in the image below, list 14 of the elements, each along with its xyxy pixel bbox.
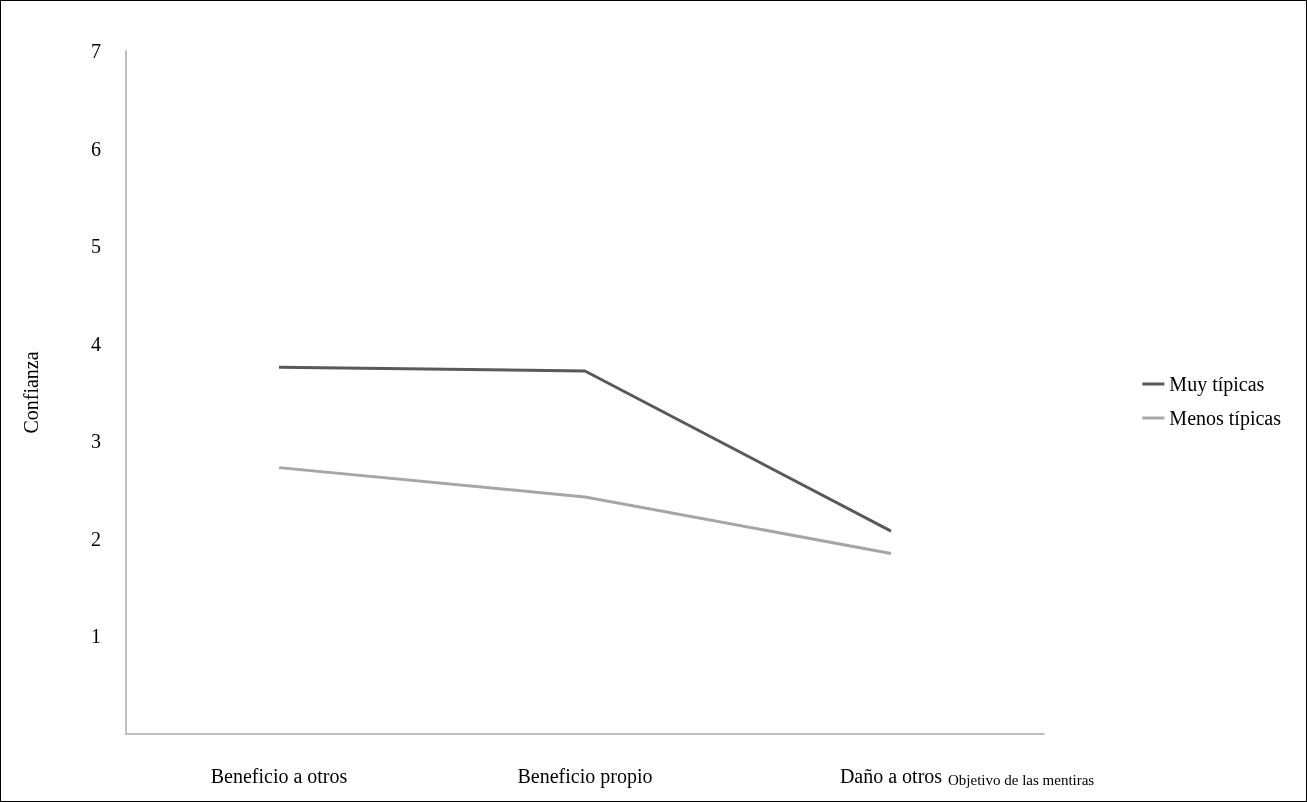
- legend-label: Muy típicas: [1169, 373, 1265, 396]
- x-tick-label: Beneficio propio: [517, 765, 653, 788]
- y-axis-title: Confianza: [20, 351, 42, 434]
- y-tick-label: 5: [91, 235, 101, 258]
- y-tick-label: 7: [91, 40, 101, 62]
- y-tick-label: 3: [91, 430, 101, 453]
- x-tick-label: Beneficio a otros: [210, 765, 348, 787]
- x-tick-label: Daño a otros: [839, 765, 943, 787]
- x-axis-title: Objetivo de las mentiras: [948, 771, 1095, 788]
- legend-label: Menos típicas: [1169, 407, 1282, 430]
- y-tick-label: 2: [91, 527, 101, 550]
- y-tick-label: 6: [91, 137, 101, 160]
- y-tick-label: 4: [91, 332, 101, 355]
- y-tick-label: 1: [91, 625, 101, 648]
